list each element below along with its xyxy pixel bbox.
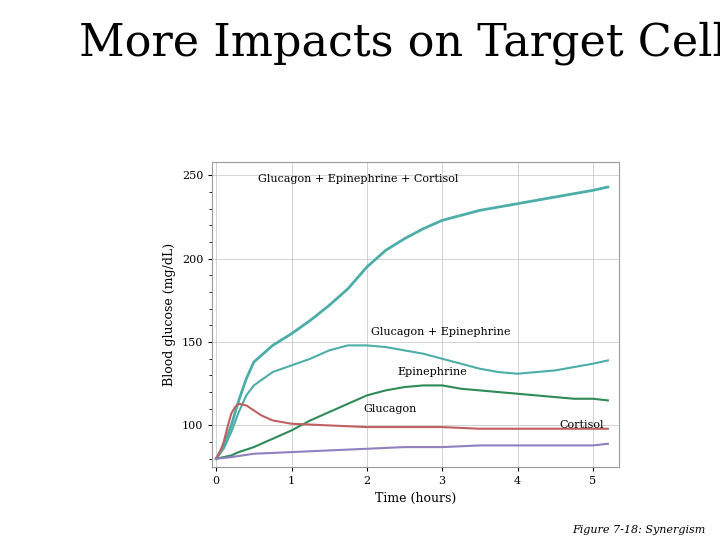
Y-axis label: Blood glucose (mg/dL): Blood glucose (mg/dL) bbox=[163, 243, 176, 386]
Text: Epinephrine: Epinephrine bbox=[397, 367, 467, 377]
X-axis label: Time (hours): Time (hours) bbox=[375, 492, 456, 505]
Text: Glucagon + Epinephrine: Glucagon + Epinephrine bbox=[371, 327, 510, 337]
Text: Glucagon + Epinephrine + Cortisol: Glucagon + Epinephrine + Cortisol bbox=[258, 174, 458, 184]
Text: Cortisol: Cortisol bbox=[559, 421, 603, 430]
Text: More Impacts on Target Cells: More Impacts on Target Cells bbox=[79, 22, 720, 65]
Text: Figure 7-18: Synergism: Figure 7-18: Synergism bbox=[572, 524, 706, 535]
Text: Glucagon: Glucagon bbox=[363, 404, 416, 414]
